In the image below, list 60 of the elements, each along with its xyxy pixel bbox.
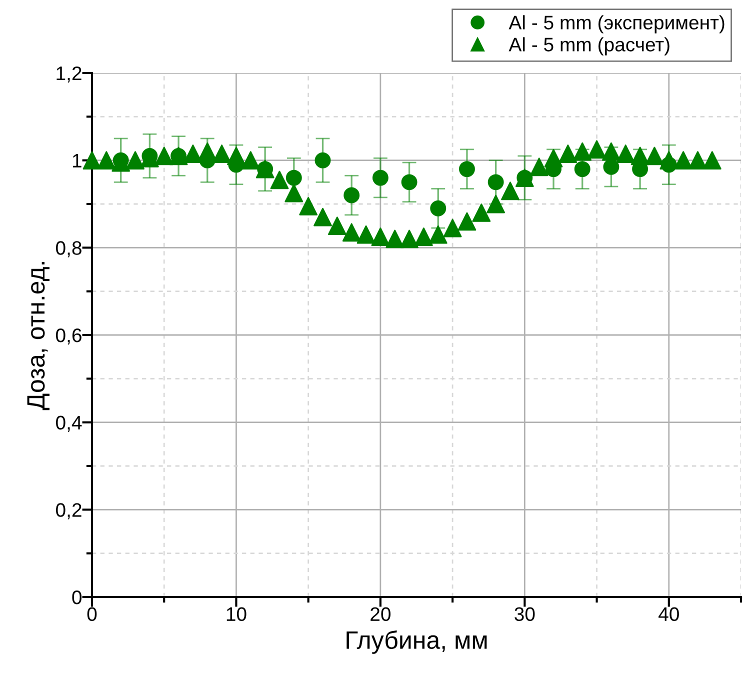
point [328,216,346,236]
point [154,146,174,166]
point [443,218,462,238]
point [428,225,448,244]
y-tick-label: 0,2 [56,503,82,520]
point [588,140,606,159]
point [544,148,563,168]
point [356,225,376,244]
point [472,204,491,222]
point [603,158,620,175]
point [573,142,592,161]
point [344,187,360,204]
x-tick-label: 30 [514,607,535,622]
point [227,146,246,166]
point [372,170,388,186]
point [501,182,520,200]
point [459,161,475,178]
y-tick-label: 0,6 [56,328,82,345]
point [630,146,650,166]
point [401,174,418,190]
point [488,174,504,190]
x-tick-label: 40 [658,607,679,622]
point [645,146,664,166]
point [430,200,446,216]
point [270,170,289,190]
y-axis-title: Доза, отн.ед. [27,262,50,410]
point [574,161,590,178]
x-tick-label: 0 [87,607,97,622]
y-tick-label: 0,4 [56,416,82,432]
point [82,151,102,170]
x-tick-label: 20 [370,607,390,622]
point [314,152,331,168]
point [299,196,318,216]
point [530,158,548,176]
point [688,151,707,170]
y-tick-label: 0 [72,590,82,604]
point [126,151,144,170]
y-tick-label: 0,8 [56,241,82,258]
legend-label: Al - 5 mm (расчет) [508,37,670,56]
point [371,228,390,246]
point [400,230,418,248]
point [414,228,433,246]
y-tick-label: 1,2 [56,66,82,83]
point [386,230,404,248]
point [342,223,361,242]
point [486,194,506,214]
point [616,144,635,163]
point [284,184,304,202]
y-tick-label: 1 [72,154,82,168]
point [314,208,332,226]
x-axis-title: Глубина, мм [346,630,487,654]
point [241,151,260,170]
point [286,170,302,186]
legend-label: Al - 5 mm (эксперимент) [508,15,724,34]
point [212,144,231,163]
point [97,151,116,170]
point [558,144,578,163]
point [602,142,620,161]
x-tick-label: 10 [226,607,246,622]
point [458,212,476,231]
